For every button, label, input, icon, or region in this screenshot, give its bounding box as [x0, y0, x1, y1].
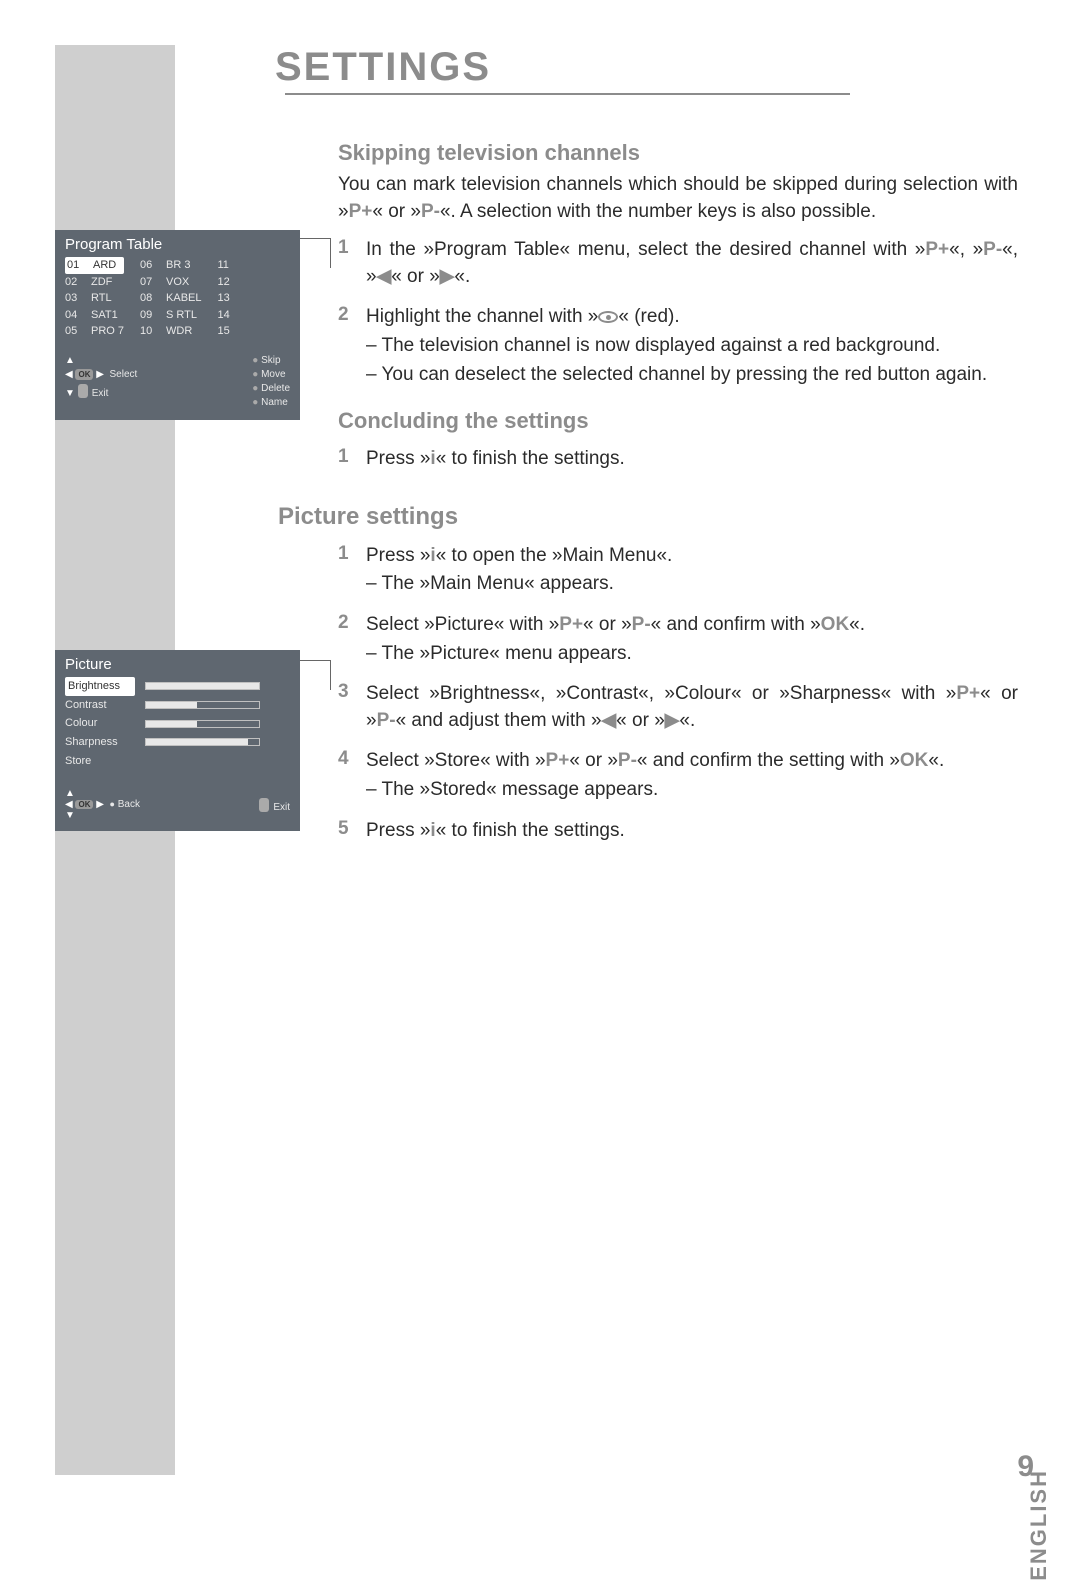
picture-row: Colour — [65, 714, 290, 733]
conclude-step1: Press »i« to finish the settings. — [366, 446, 1018, 473]
step-number: 1 — [338, 543, 366, 598]
skip-intro: You can mark television channels which s… — [338, 172, 1018, 225]
page-number: 9 — [1017, 1450, 1034, 1484]
step-number: 5 — [338, 818, 366, 845]
legend-select: Select — [110, 369, 138, 380]
program-row: 14 — [217, 307, 235, 324]
picture-row: Brightness — [65, 677, 290, 696]
program-row: 08KABEL — [140, 290, 201, 307]
program-row: 03RTL — [65, 290, 124, 307]
program-table-title: Program Table — [65, 236, 290, 253]
legend-item: Skip — [252, 354, 290, 368]
picture-exit: Exit — [273, 802, 290, 813]
connector-line — [300, 660, 330, 661]
skip-step2-sub1: – The television channel is now displaye… — [366, 333, 1018, 360]
program-table-panel: Program Table 01ARD02ZDF03RTL04SAT105PRO… — [55, 230, 300, 420]
program-row: 02ZDF — [65, 274, 124, 291]
conclude-heading: Concluding the settings — [338, 408, 1018, 434]
language-label: ENGLISH — [1026, 1469, 1052, 1581]
picture-row: Store — [65, 752, 290, 771]
skip-heading: Skipping television channels — [338, 140, 1018, 166]
legend-item: Name — [252, 396, 290, 410]
program-row: 13 — [217, 290, 235, 307]
picture-panel: Picture BrightnessContrastColourSharpnes… — [55, 650, 300, 831]
connector-line — [300, 238, 330, 239]
program-row: 04SAT1 — [65, 307, 124, 324]
legend-item: Delete — [252, 382, 290, 396]
picture-step1: Press »i« to open the »Main Menu«. – The… — [366, 543, 1018, 598]
skip-step2: Highlight the channel with »« (red). – T… — [366, 304, 1018, 388]
program-table-columns: 01ARD02ZDF03RTL04SAT105PRO 7 06BR 307VOX… — [65, 257, 290, 340]
program-row: 15 — [217, 323, 235, 340]
picture-panel-title: Picture — [65, 656, 290, 673]
picture-back: Back — [118, 799, 140, 810]
program-row: 11 — [217, 257, 235, 274]
legend-exit: Exit — [92, 388, 109, 399]
picture-row: Contrast — [65, 696, 290, 715]
page-title: SETTINGS — [275, 45, 491, 90]
picture-step4: Select »Store« with »P+« or »P-« and con… — [366, 748, 1018, 803]
connector-line-v — [330, 660, 331, 690]
skip-step2-sub2: – You can deselect the selected channel … — [366, 362, 1018, 389]
info-icon — [259, 798, 269, 812]
header-rule — [285, 93, 850, 95]
program-row: 07VOX — [140, 274, 201, 291]
picture-step1-sub: – The »Main Menu« appears. — [366, 571, 1018, 598]
step-number: 2 — [338, 612, 366, 667]
step-number: 3 — [338, 681, 366, 734]
program-table-legend: ▲ ◀ OK ▶ Select ▼ Exit SkipMoveDeleteNam… — [65, 354, 290, 410]
program-row: 12 — [217, 274, 235, 291]
picture-row: Sharpness — [65, 733, 290, 752]
picture-step5: Press »i« to finish the settings. — [366, 818, 1018, 845]
picture-step2: Select »Picture« with »P+« or »P-« and c… — [366, 612, 1018, 667]
program-row: 09S RTL — [140, 307, 201, 324]
legend-item: Move — [252, 368, 290, 382]
picture-panel-footer: ▲ ◀ OK ▶ ● Back ▼ Exit — [65, 788, 290, 821]
info-icon — [78, 384, 88, 398]
picture-step4-sub: – The »Stored« message appears. — [366, 777, 1018, 804]
skip-step1: In the »Program Table« menu, select the … — [366, 237, 1018, 290]
program-row: 01ARD — [65, 257, 124, 274]
connector-line-v — [330, 238, 331, 268]
program-row: 06BR 3 — [140, 257, 201, 274]
program-row: 05PRO 7 — [65, 323, 124, 340]
picture-step2-sub: – The »Picture« menu appears. — [366, 641, 1018, 668]
step-number: 1 — [338, 237, 366, 290]
picture-heading: Picture settings — [278, 503, 1018, 531]
picture-step3: Select »Brightness«, »Contrast«, »Colour… — [366, 681, 1018, 734]
step-number: 4 — [338, 748, 366, 803]
program-row: 10WDR — [140, 323, 201, 340]
step-number: 1 — [338, 446, 366, 473]
step-number: 2 — [338, 304, 366, 388]
main-content: Skipping television channels You can mar… — [338, 120, 1018, 858]
eye-icon — [598, 311, 618, 323]
page-header: SETTINGS — [275, 45, 1020, 108]
